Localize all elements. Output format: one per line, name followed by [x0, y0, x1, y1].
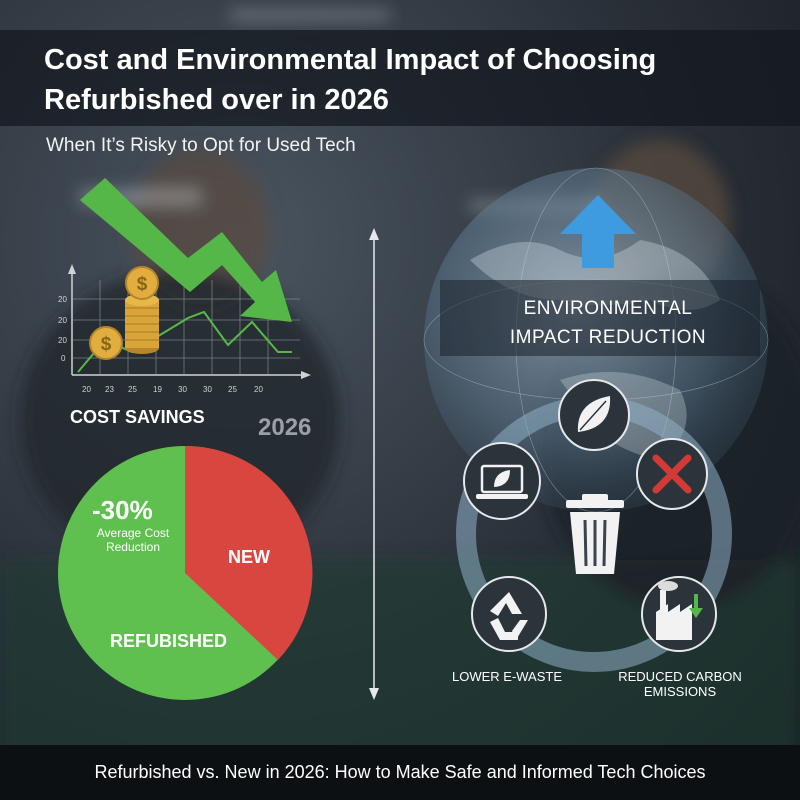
cost-x-tick: 20 — [254, 385, 263, 394]
down-trend-arrow-icon — [80, 178, 292, 322]
cost-x-tick: 23 — [105, 385, 114, 394]
cost-y-tick: 20 — [58, 295, 67, 304]
cost-y-axis-arrow — [68, 264, 76, 274]
x-mark-icon — [636, 438, 708, 510]
cost-x-tick: 19 — [153, 385, 162, 394]
reduced-carbon-label: REDUCED CARBON EMISSIONS — [618, 669, 742, 699]
page-subtitle: When It’s Risky to Opt for Used Tech — [46, 135, 356, 156]
title-band — [0, 30, 800, 126]
page-title: Cost and Environmental Impact of Choosin… — [44, 44, 657, 116]
svg-text:$: $ — [137, 274, 148, 295]
recycle-icon — [471, 576, 547, 652]
pie-label-new: NEW — [228, 547, 270, 567]
leaf-icon — [558, 379, 630, 451]
cost-x-axis-arrow — [301, 371, 311, 379]
cost-y-tick: 20 — [58, 316, 67, 325]
pie-percent: -30% — [92, 495, 153, 525]
cost-x-tick: 25 — [128, 385, 137, 394]
cost-y-tick: 0 — [61, 354, 66, 363]
footer-text: Refurbished vs. New in 2026: How to Make… — [94, 762, 706, 782]
dollar-coin-icon: $ $ — [89, 266, 159, 360]
pie-note: Average Cost Reduction — [96, 526, 170, 554]
cost-x-tick: 20 — [82, 385, 91, 394]
up-arrow-icon — [560, 195, 636, 268]
svg-text:$: $ — [101, 334, 112, 355]
cost-x-tick: 25 — [228, 385, 237, 394]
cost-y-tick: 20 — [58, 336, 67, 345]
environment-title: ENVIRONMENTAL IMPACT REDUCTION — [509, 298, 707, 348]
footer-band — [0, 745, 800, 800]
env-title-band — [440, 280, 760, 356]
cost-x-tick: 30 — [178, 385, 187, 394]
pie-label-refurbished: REFUBISHED — [110, 631, 228, 651]
year-label: 2026 — [258, 414, 312, 441]
laptop-leaf-icon — [463, 442, 541, 520]
pie-slice-new — [185, 445, 313, 660]
factory-icon — [641, 576, 717, 652]
trash-can-icon — [566, 494, 624, 574]
cost-savings-label: COST SAVINGS — [70, 407, 205, 427]
lower-ewaste-label: LOWER E-WASTE — [451, 669, 563, 684]
cost-x-tick: 30 — [203, 385, 212, 394]
